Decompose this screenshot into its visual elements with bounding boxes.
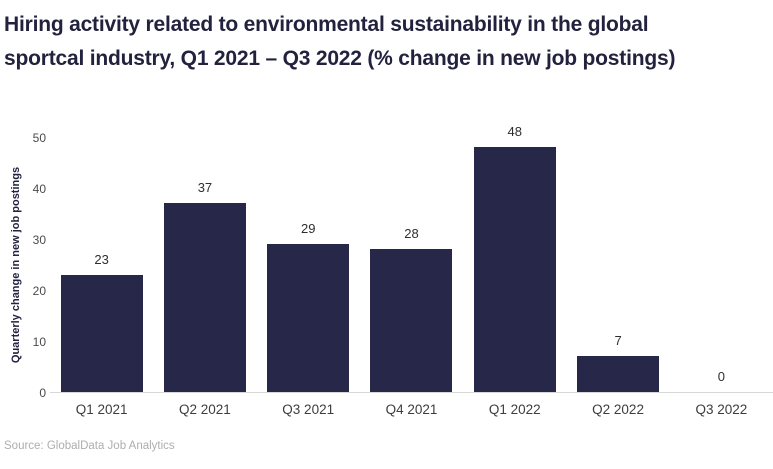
bar-value-label: 48 <box>507 124 523 140</box>
bar-value-label: 28 <box>404 226 419 242</box>
x-tick-label: Q2 2022 <box>592 402 644 417</box>
bar-value-label: 7 <box>614 333 622 349</box>
bar-slot: 48 <box>463 124 566 392</box>
bar-slot: 37 <box>153 138 256 392</box>
y-tick-label: 40 <box>32 182 46 196</box>
x-tick-label: Q2 2021 <box>179 402 231 417</box>
bar <box>370 249 453 392</box>
x-tick-label: Q4 2021 <box>385 402 438 417</box>
bar-slot: 23 <box>50 138 153 392</box>
bar-value-label: 37 <box>197 180 213 196</box>
chart-title: Hiring activity related to environmental… <box>4 13 676 70</box>
bar-slot: 0 <box>670 138 773 392</box>
y-tick-label: 10 <box>32 335 46 349</box>
x-tick-label: Q1 2022 <box>488 402 541 417</box>
x-tick-label: Q1 2021 <box>75 402 128 417</box>
x-tick-label: Q3 2022 <box>695 402 748 417</box>
y-tick-label: 0 <box>39 386 46 400</box>
bar-value-label: 29 <box>300 221 316 237</box>
y-tick-label: 30 <box>32 233 46 247</box>
bar <box>163 203 246 392</box>
bar-slot: 29 <box>257 138 360 392</box>
bar <box>60 274 143 392</box>
plot-area: 23 37 29 28 48 7 0 <box>50 124 773 393</box>
y-tick-label: 20 <box>32 284 46 298</box>
x-tick-label: Q3 2021 <box>282 402 335 417</box>
bar <box>577 356 660 392</box>
bar-value-label: 23 <box>94 251 109 267</box>
bar-slot: 7 <box>566 138 669 392</box>
bar <box>473 147 556 392</box>
source-text: Source: GlobalData Job Analytics <box>4 440 175 452</box>
bar-value-label: 0 <box>717 369 725 384</box>
bar-slot: 28 <box>360 138 463 392</box>
y-tick-label: 50 <box>32 131 46 145</box>
bar <box>267 244 350 392</box>
